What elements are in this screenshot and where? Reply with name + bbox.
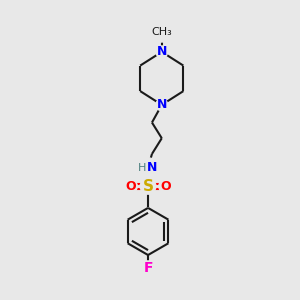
- Circle shape: [141, 261, 155, 274]
- Text: N: N: [147, 161, 157, 174]
- Text: N: N: [157, 45, 167, 58]
- Circle shape: [154, 26, 170, 42]
- Text: CH₃: CH₃: [152, 27, 172, 37]
- Text: S: S: [142, 179, 154, 194]
- Text: O: O: [160, 180, 171, 193]
- Text: H: H: [138, 163, 146, 173]
- Circle shape: [138, 158, 158, 178]
- Circle shape: [156, 99, 168, 111]
- Circle shape: [140, 178, 156, 194]
- Circle shape: [124, 179, 137, 193]
- Circle shape: [159, 179, 172, 193]
- Text: N: N: [157, 98, 167, 111]
- Text: O: O: [125, 180, 136, 193]
- Text: F: F: [143, 261, 153, 275]
- Circle shape: [156, 46, 168, 58]
